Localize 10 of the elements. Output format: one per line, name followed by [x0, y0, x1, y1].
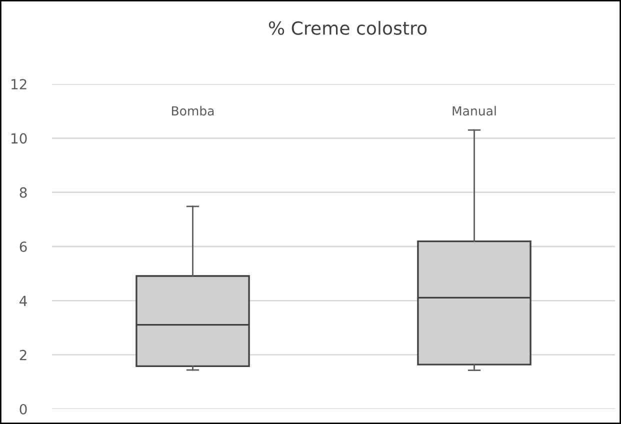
y-tick-label: 0: [20, 404, 27, 414]
x-tick-label: Bomba: [172, 106, 214, 116]
x-tick-label: Manual: [452, 106, 496, 116]
y-tick-label: 6: [20, 241, 27, 252]
y-tick-label: 12: [12, 78, 26, 90]
y-tick-label: 10: [12, 133, 27, 144]
y-tick-label: 8: [20, 187, 27, 198]
chart-title: % Creme colostro: [268, 20, 427, 35]
y-tick-label: 4: [20, 296, 27, 306]
y-tick-label: 2: [20, 350, 26, 360]
